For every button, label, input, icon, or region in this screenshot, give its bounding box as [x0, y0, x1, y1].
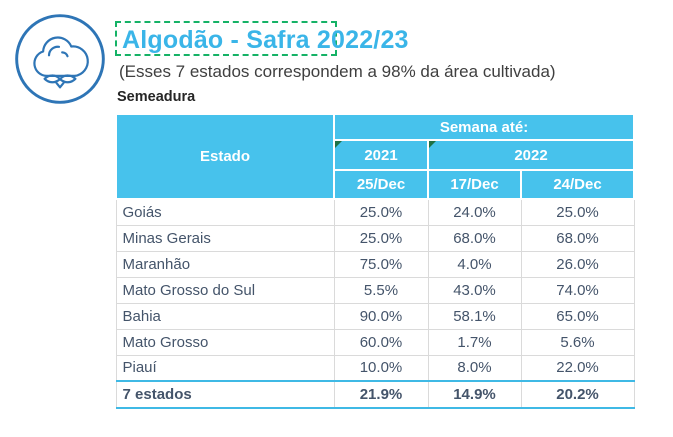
- table-row: Goiás 25.0% 24.0% 25.0%: [115, 198, 635, 226]
- semeadura-table-wrapper: Estado Semana até: 2021 2022 25/Dec 17/D: [115, 113, 636, 409]
- value-cell: 65.0%: [520, 302, 635, 330]
- value-cell: 75.0%: [333, 250, 429, 278]
- error-indicator-icon: [335, 141, 342, 148]
- value-cell: 58.1%: [427, 302, 522, 330]
- total-label: 7 estados: [115, 380, 335, 409]
- column-header-2022: 2022: [426, 139, 636, 171]
- value-cell: 1.7%: [427, 328, 522, 356]
- state-name: Goiás: [115, 198, 335, 226]
- value-cell: 74.0%: [520, 276, 635, 304]
- header-row-dates: 25/Dec 17/Dec 24/Dec: [116, 169, 636, 200]
- value-cell: 26.0%: [520, 250, 635, 278]
- page-subtitle: (Esses 7 estados correspondem a 98% da á…: [119, 62, 556, 81]
- value-cell: 8.0%: [427, 354, 522, 382]
- year-label: 2021: [364, 146, 398, 164]
- value-cell: 5.5%: [333, 276, 429, 304]
- table-row: Maranhão 75.0% 4.0% 26.0%: [115, 250, 635, 278]
- year-label: 2022: [514, 146, 548, 164]
- state-name: Minas Gerais: [115, 224, 335, 252]
- value-cell: 24.0%: [427, 198, 522, 226]
- column-header-24dec: 24/Dec: [519, 169, 636, 200]
- column-header-estado: Estado: [115, 113, 335, 200]
- table-row: Bahia 90.0% 58.1% 65.0%: [115, 302, 635, 330]
- table-row: Piauí 10.0% 8.0% 22.0%: [115, 354, 635, 382]
- header-row-years: 2021 2022: [116, 139, 636, 171]
- state-name: Mato Grosso do Sul: [115, 276, 335, 304]
- value-cell: 43.0%: [427, 276, 522, 304]
- table-row: Mato Grosso 60.0% 1.7% 5.6%: [115, 328, 635, 356]
- semeadura-table: Estado Semana até: 2021 2022 25/Dec 17/D: [115, 113, 636, 409]
- column-header-25dec: 25/Dec: [333, 169, 429, 200]
- column-header-17dec: 17/Dec: [427, 169, 522, 200]
- value-cell: 90.0%: [333, 302, 429, 330]
- total-row: 7 estados 21.9% 14.9% 20.2%: [115, 380, 635, 409]
- column-header-2021: 2021: [333, 139, 429, 171]
- header-row-semana: Estado Semana até:: [115, 113, 636, 200]
- value-cell: 25.0%: [333, 198, 429, 226]
- table-row: Minas Gerais 25.0% 68.0% 68.0%: [115, 224, 635, 252]
- value-cell: 68.0%: [520, 224, 635, 252]
- state-name: Maranhão: [115, 250, 335, 278]
- table-row: Mato Grosso do Sul 5.5% 43.0% 74.0%: [115, 276, 635, 304]
- value-cell: 5.6%: [520, 328, 635, 356]
- value-cell: 68.0%: [427, 224, 522, 252]
- state-name: Mato Grosso: [115, 328, 335, 356]
- value-cell: 22.0%: [520, 354, 635, 382]
- total-value-cell: 20.2%: [520, 380, 635, 409]
- value-cell: 25.0%: [520, 198, 635, 226]
- value-cell: 25.0%: [333, 224, 429, 252]
- state-name: Piauí: [115, 354, 335, 382]
- value-cell: 60.0%: [333, 328, 429, 356]
- value-cell: 4.0%: [427, 250, 522, 278]
- page-title: Algodão - Safra 2022/23: [122, 26, 409, 54]
- error-indicator-icon: [429, 141, 436, 148]
- total-value-cell: 14.9%: [427, 380, 522, 409]
- column-header-semana-ate: Semana até:: [332, 113, 636, 141]
- total-value-cell: 21.9%: [333, 380, 429, 409]
- state-name: Bahia: [115, 302, 335, 330]
- value-cell: 10.0%: [333, 354, 429, 382]
- section-label: Semeadura: [117, 89, 196, 105]
- cotton-icon: [13, 12, 107, 106]
